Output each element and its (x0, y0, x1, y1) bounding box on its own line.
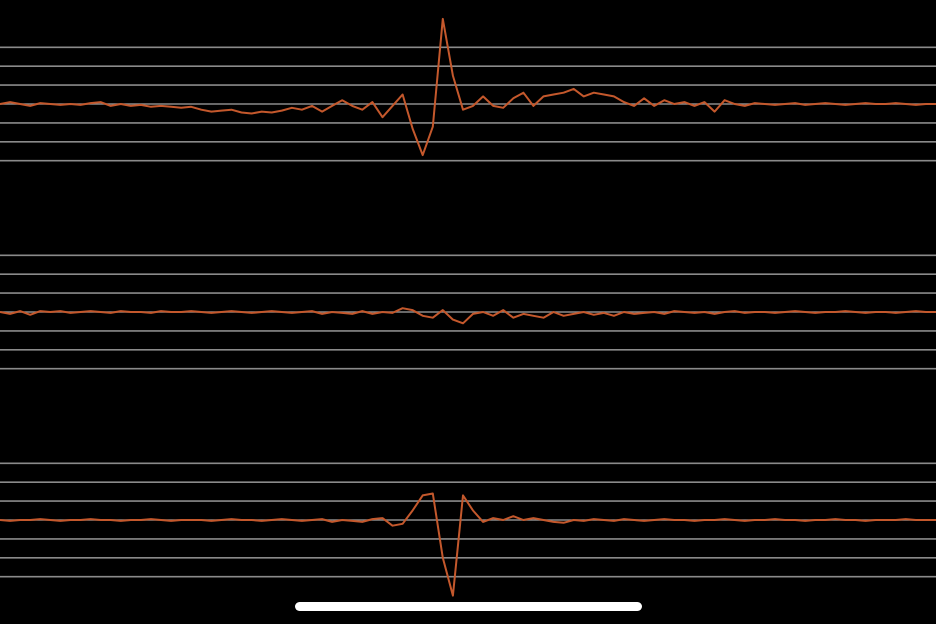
home-indicator[interactable] (295, 602, 642, 611)
waveform (0, 307, 936, 325)
waveform (0, 17, 936, 157)
waveform (0, 492, 936, 597)
traces (0, 17, 936, 597)
